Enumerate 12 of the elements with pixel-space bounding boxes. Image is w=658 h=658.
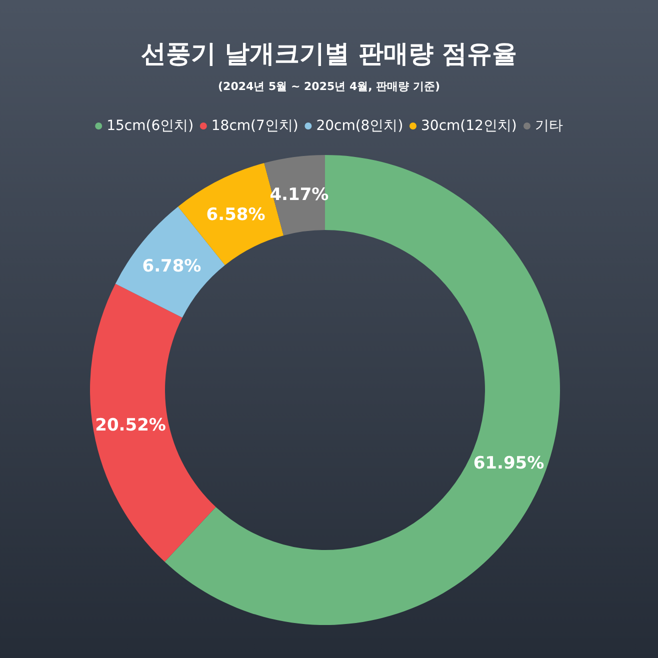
chart-subtitle: (2024년 5월 ~ 2025년 4월, 판매량 기준) — [218, 80, 440, 93]
legend-label: 15cm(6인치) — [106, 118, 194, 134]
chart-title: 선풍기 날개크기별 판매량 점유율 — [140, 39, 518, 68]
legend-label: 20cm(8인치) — [316, 118, 404, 134]
data-label: 61.95% — [473, 453, 544, 474]
data-label: 6.78% — [142, 256, 202, 276]
legend-label: 18cm(7인치) — [211, 118, 298, 134]
donut-slice — [90, 284, 216, 562]
legend-label: 30cm(12인치) — [421, 118, 517, 134]
legend-label: 기타 — [535, 118, 563, 134]
data-label: 6.58% — [206, 204, 266, 225]
data-label: 20.52% — [95, 415, 166, 436]
